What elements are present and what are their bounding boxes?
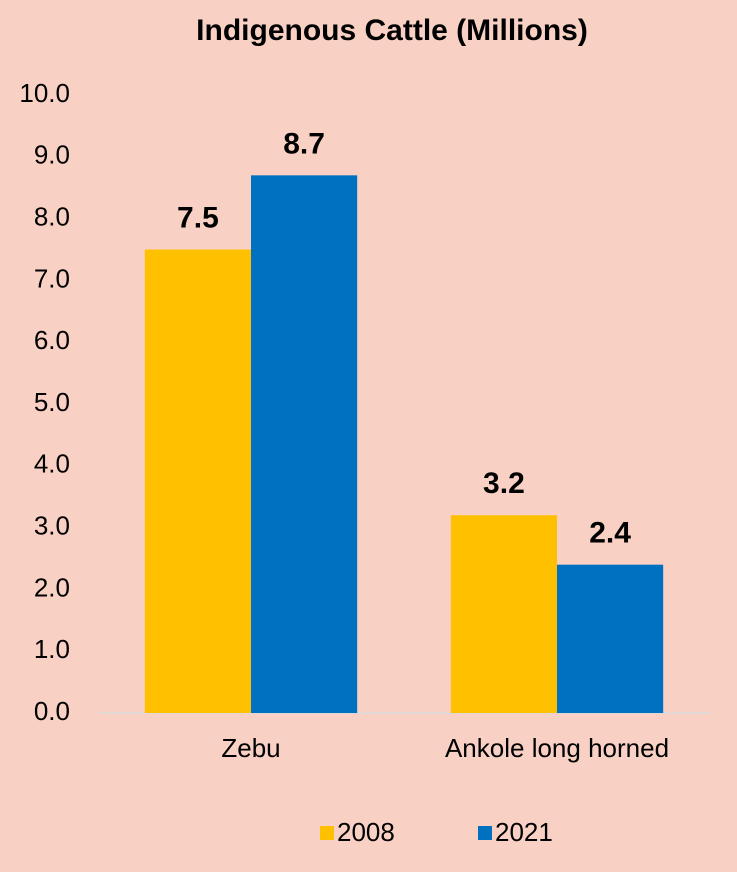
bar (450, 515, 557, 713)
y-tick-label: 5.0 (34, 387, 70, 417)
x-tick-label: Ankole long horned (445, 733, 669, 763)
x-tick-label: Zebu (221, 733, 280, 763)
y-tick-label: 8.0 (34, 201, 70, 231)
bar (557, 564, 664, 713)
y-tick-label: 7.0 (34, 263, 70, 293)
legend-label: 2021 (495, 817, 553, 847)
y-tick-label: 10.0 (19, 78, 70, 108)
data-label: 7.5 (177, 201, 219, 234)
legend-swatch (478, 826, 492, 840)
y-tick-label: 0.0 (34, 696, 70, 726)
y-tick-label: 6.0 (34, 325, 70, 355)
chart-title: Indigenous Cattle (Millions) (196, 14, 588, 47)
data-label: 8.7 (283, 127, 325, 160)
legend-swatch (320, 826, 334, 840)
y-tick-label: 4.0 (34, 449, 70, 479)
bar (144, 249, 251, 713)
data-label: 3.2 (483, 467, 525, 500)
y-tick-label: 1.0 (34, 634, 70, 664)
data-label: 2.4 (589, 517, 631, 550)
legend-label: 2008 (337, 817, 395, 847)
y-tick-label: 2.0 (34, 572, 70, 602)
y-tick-label: 9.0 (34, 140, 70, 170)
y-tick-label: 3.0 (34, 510, 70, 540)
bar (251, 175, 358, 714)
